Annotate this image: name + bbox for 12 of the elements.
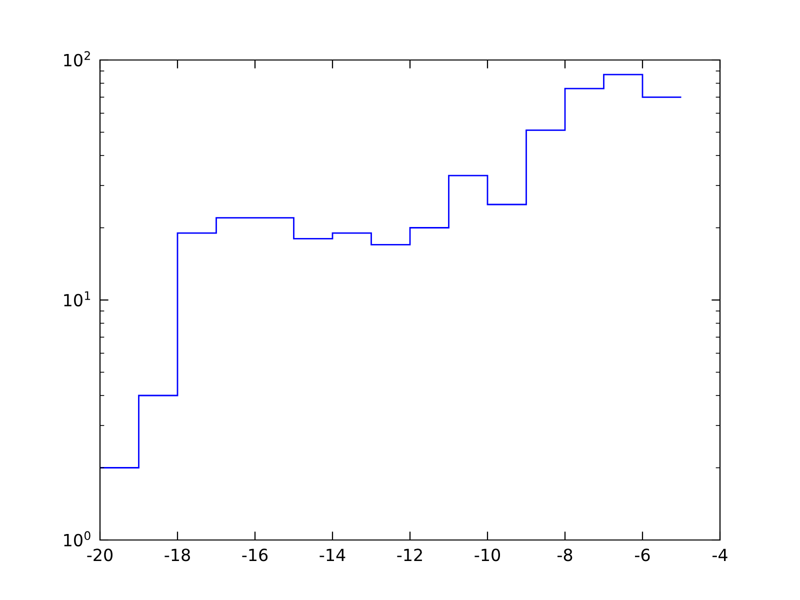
x-tick-label: -8: [558, 548, 572, 562]
x-tick-label: -16: [242, 548, 268, 562]
x-tick-label: -10: [474, 548, 500, 562]
x-tick-label: -20: [87, 548, 113, 562]
y-tick-label: 10$^{0}$: [64, 531, 90, 546]
x-tick-label: -14: [320, 548, 346, 561]
x-tick-label: -6: [635, 548, 650, 562]
x-tick-label: -4: [712, 548, 728, 561]
x-tick-label: -12: [397, 548, 422, 561]
x-tick-label: -18: [164, 548, 190, 562]
y-tick-label: 10$^{2}$: [64, 51, 90, 66]
y-tick-label: 10$^{1}$: [64, 291, 90, 306]
